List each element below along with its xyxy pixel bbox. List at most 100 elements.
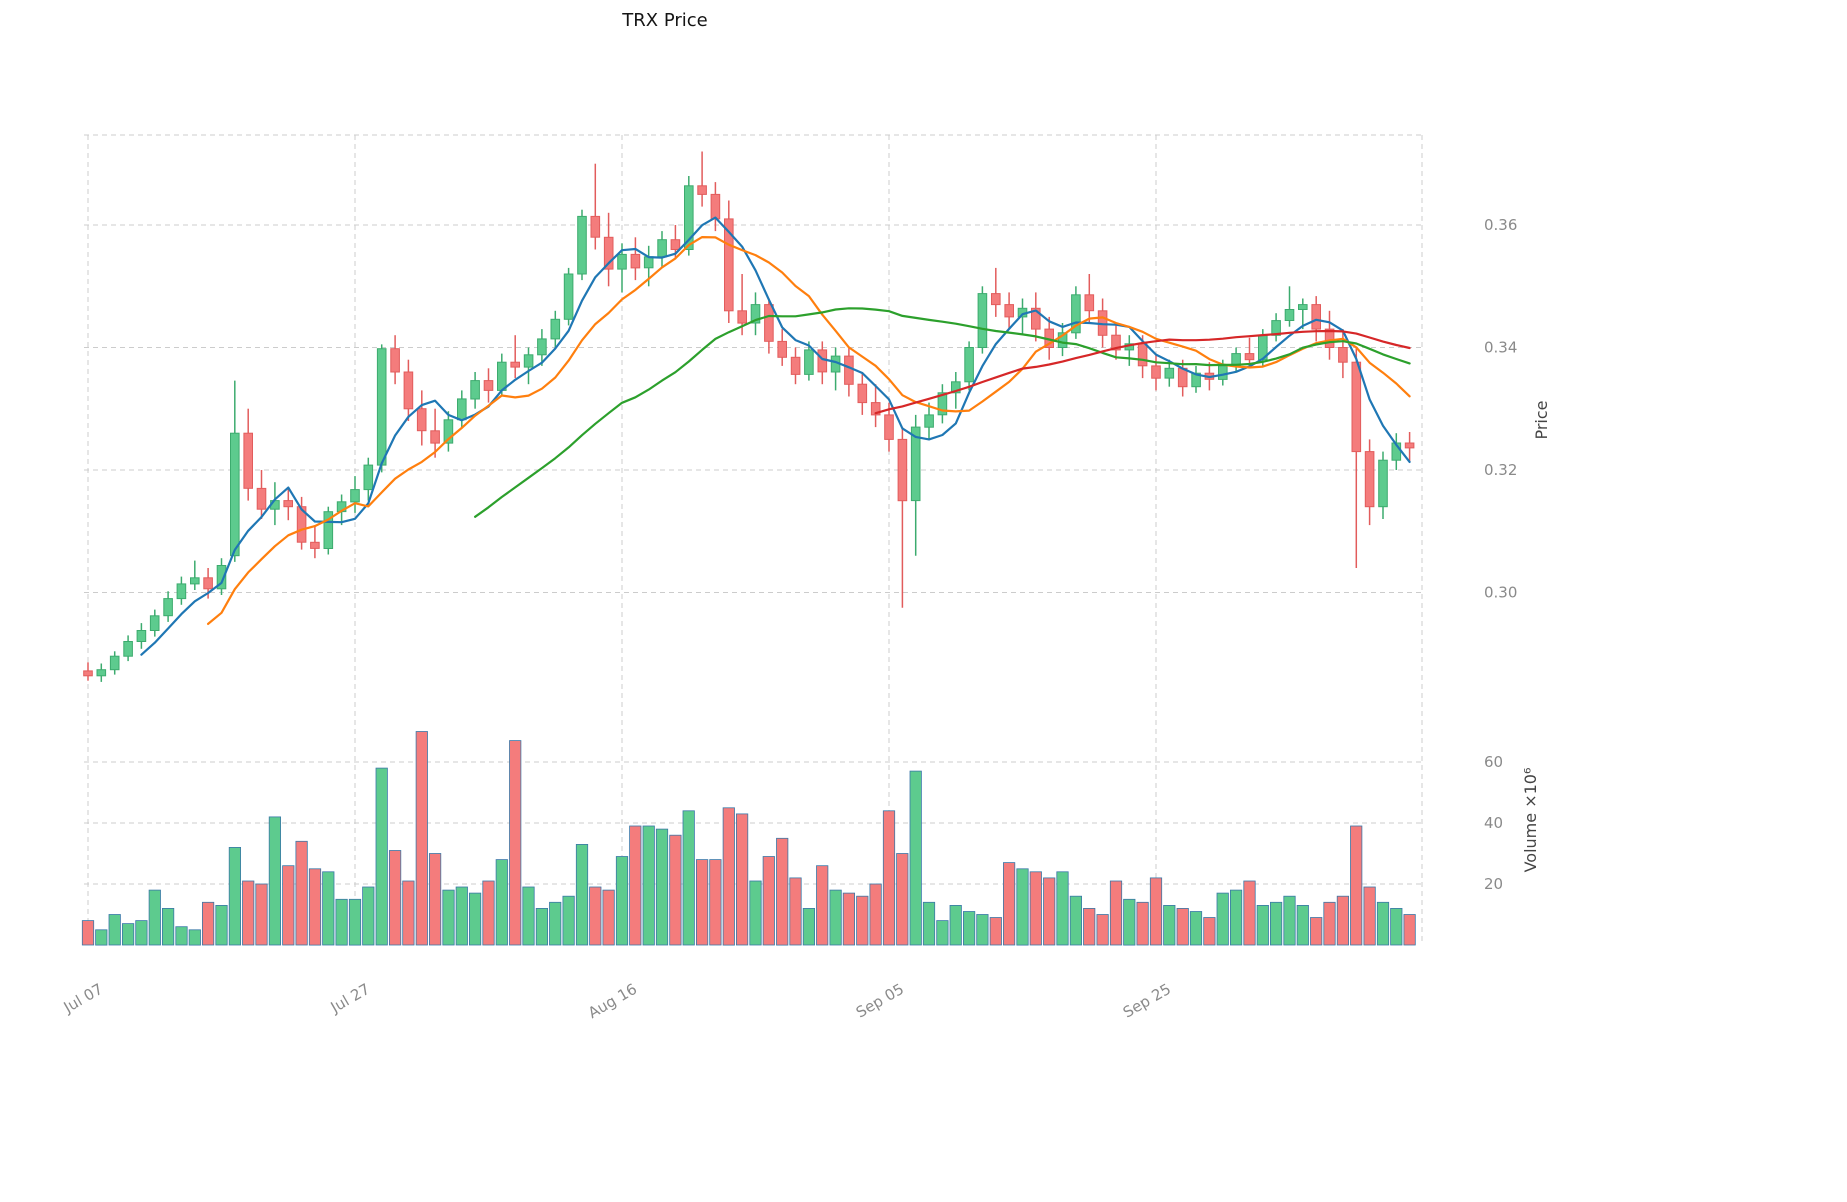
volume-bar [1323,901,1336,946]
candle-body [363,464,374,491]
candle-body [924,414,934,428]
candle-body [750,304,761,324]
candle-body [1164,367,1175,379]
volume-bar [375,767,388,946]
volume-bar [495,859,508,946]
volume-bar [522,886,535,946]
volume-bar [1056,871,1069,946]
volume-bar [963,911,976,946]
candle-body [630,253,641,269]
candle-body [256,487,267,510]
volume-bar [802,908,816,946]
volume-bar [1083,908,1096,946]
candle-body [443,419,454,444]
volume-bar [1109,880,1123,946]
volume-bar [1176,908,1189,946]
candle-body [457,398,467,421]
volume-bar [1003,862,1016,946]
candle-body [790,356,801,375]
volume-bar [228,847,241,946]
volume-bar [1376,901,1390,946]
volume-bar [1243,880,1256,946]
price-tick-label: 0.30 [1484,584,1517,602]
volume-bar [896,853,909,946]
candle-body [136,630,147,642]
volume-bar [428,853,442,946]
candle-body [190,577,200,585]
candle-body [1298,304,1308,311]
volume-bar [175,926,188,946]
candle-body [149,615,160,631]
date-tick-label: Sep 25 [1120,980,1174,1022]
volume-bar [468,892,482,946]
volume-bar [1136,901,1149,946]
volume-bar [816,865,829,946]
candle-body [550,318,561,340]
candle-body [296,506,307,543]
volume-bar [575,844,589,946]
candle-body [1244,353,1255,361]
candle-body [1057,332,1068,348]
volume-bar [669,834,682,946]
volume-bar [1149,877,1163,946]
volume-bar [1230,889,1243,946]
candle-body [1378,459,1388,508]
candle-body [1191,372,1201,388]
candle-body [657,239,667,258]
volume-bar [602,889,615,946]
volume-bar [1283,895,1296,946]
candle-body [416,408,427,432]
candle-body [964,347,974,383]
candle-body [897,438,908,502]
candle-body [497,361,507,391]
candle-body [523,354,534,368]
volume-bar [1403,914,1416,946]
volume-bar [509,740,522,946]
price-tick-label: 0.34 [1484,339,1517,357]
candle-body [870,402,881,416]
volume-bar [776,837,789,946]
candle-body [1151,365,1161,379]
volume-bar [549,901,562,946]
volume-bar [1296,905,1309,946]
volume-bar [1336,895,1349,946]
candle-body [96,669,107,677]
volume-bar [295,840,308,946]
candle-body [603,236,614,270]
volume-bar [789,877,802,946]
volume-bar [362,886,375,946]
volume-bar [749,880,762,946]
candle-body [1351,361,1362,453]
volume-bar [1203,917,1216,946]
volume-bar [655,828,669,946]
candle-body [216,565,227,590]
candle-body [470,380,480,400]
volume-bar [736,813,749,946]
candle-body [643,256,654,269]
candle-body [737,310,748,324]
candle-body [1111,334,1121,351]
candle-body [724,218,734,312]
candle-body [283,500,293,508]
candle-body [1071,294,1081,334]
candle-body [403,371,414,410]
ma-line-ma10 [207,236,1411,626]
candle-body [1084,294,1095,312]
volume-bar [322,871,335,946]
volume-bar [842,892,856,946]
candle-body [430,430,440,444]
candle-body [350,489,360,503]
candle-body [951,381,961,394]
volume-bar [1016,868,1029,946]
candle-body [376,348,387,466]
candle-body [991,293,1001,306]
volume-bar [562,895,575,946]
candle-body [937,392,948,416]
candle-body [884,414,894,440]
volume-bar [869,883,882,946]
candle-body [577,215,587,275]
volume-bar [188,929,201,946]
candle-body [684,185,694,251]
candle-body [777,340,788,358]
